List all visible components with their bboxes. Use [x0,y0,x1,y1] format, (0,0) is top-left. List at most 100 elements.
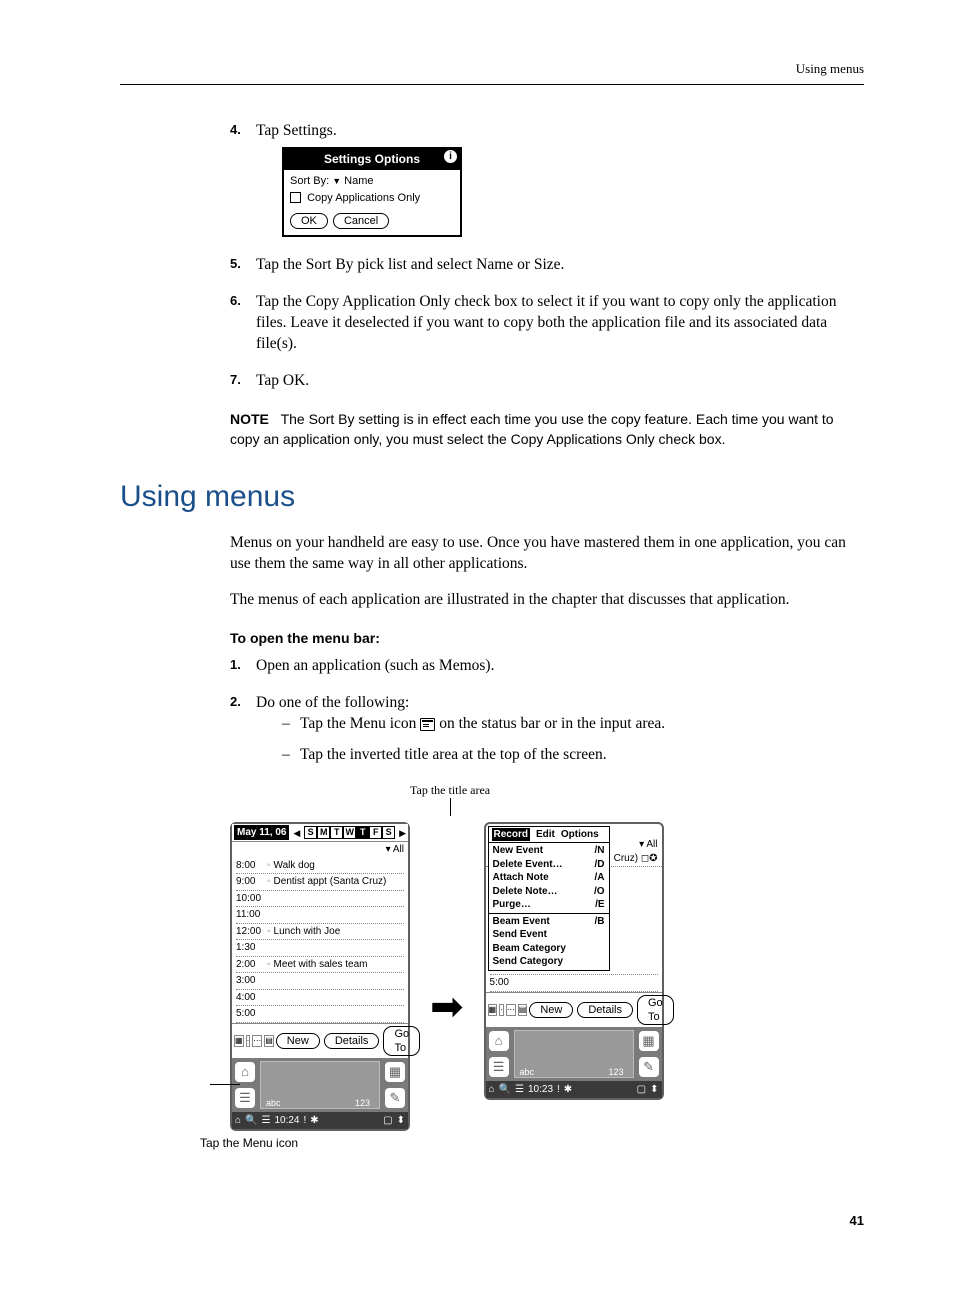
menu-tabs: Record Edit Options [489,827,609,844]
weekday-cell[interactable]: T [356,826,369,839]
agenda-row[interactable]: 2:00◦Meet with sales team [236,957,404,974]
view-icon[interactable]: ⋯ [252,1035,262,1047]
weekday-cell[interactable]: S [304,826,317,839]
find-icon[interactable]: ✎ [385,1088,405,1108]
menu-tab[interactable]: Record [492,828,530,842]
123-label: 123 [608,1066,623,1078]
status-fullscreen-icon[interactable]: ⬍ [650,1083,658,1097]
goto-button[interactable]: Go To [383,1026,420,1056]
nav-right-icon[interactable]: ▶ [399,827,406,839]
weekday-cell[interactable]: T [330,826,343,839]
nav-left-icon[interactable]: ◀ [293,827,300,839]
note-block: NOTE The Sort By setting is in effect ea… [230,410,864,449]
graffiti-area[interactable]: ⌂ ☰ ▦ ✎ abc 123 [486,1027,662,1081]
menu-item[interactable]: Attach Note/A [489,871,609,885]
callout-line [450,798,451,816]
weekday-cell[interactable]: S [382,826,395,839]
view-icon[interactable]: ▤ [264,1035,274,1047]
agenda-row[interactable]: 8:00◦Walk dog [236,858,404,875]
info-icon[interactable]: i [444,150,457,163]
intro-paragraph-2: The menus of each application are illust… [230,590,864,611]
agenda-row[interactable]: 10:00 [236,891,404,908]
sort-by-row: Sort By: ▼ Name [290,174,454,189]
filter-all[interactable]: ▾ All [232,842,408,858]
abc-label: abc [520,1066,535,1078]
bullet-icon: ◦ [267,925,271,939]
details-button[interactable]: Details [577,1002,633,1018]
agenda-row[interactable]: 12:00◦Lunch with Joe [236,924,404,941]
calc-icon[interactable]: ▦ [639,1031,659,1051]
date-label[interactable]: May 11, 06 [234,825,289,841]
week-days[interactable]: SMTWTFS [304,826,395,839]
view-icon[interactable]: ▦ [488,1004,498,1016]
menu-item[interactable]: Send Category [489,955,609,969]
view-icon[interactable]: ▦ [234,1035,244,1047]
menu-tab[interactable]: Options [561,828,599,842]
menu-item[interactable]: Purge…/E [489,898,609,912]
status-bt-icon[interactable]: ✱ [310,1114,318,1128]
agenda-row[interactable]: 1:30 [236,940,404,957]
menu-tab[interactable]: Edit [536,828,555,842]
status-home-icon[interactable]: ⌂ [235,1114,241,1128]
agenda-row[interactable]: 11:00 [236,907,404,924]
ok-button[interactable]: OK [290,213,328,229]
checkbox-icon[interactable] [290,192,301,203]
dash-text-a: Tap the Menu icon [300,715,420,732]
status-screen-icon[interactable]: ▢ [383,1114,392,1128]
agenda-row[interactable]: 5:00 [490,975,658,992]
agenda-list: 8:00◦Walk dog9:00◦Dentist appt (Santa Cr… [232,858,408,1023]
cancel-button[interactable]: Cancel [333,213,389,229]
home-icon[interactable]: ⌂ [235,1062,255,1082]
menu-softkey-icon[interactable]: ☰ [489,1057,509,1077]
status-find-icon[interactable]: 🔍 [499,1083,511,1097]
callout-line-menu [210,1084,240,1085]
agenda-row[interactable]: 3:00 [236,973,404,990]
agenda-text: Walk dog [274,859,315,873]
bullet-icon: ◦ [267,859,271,873]
step-text: Open an application (such as Memos). [256,657,494,674]
view-buttons-row: ▦ · ⋯ ▤ New Details Go To [232,1023,408,1058]
status-menu-icon[interactable]: ☰ [515,1083,524,1097]
menu-item[interactable]: Send Event [489,928,609,942]
settings-titlebar: Settings Options i [284,149,460,169]
calc-icon[interactable]: ▦ [385,1062,405,1082]
new-button[interactable]: New [529,1002,573,1018]
status-fullscreen-icon[interactable]: ⬍ [397,1114,405,1128]
weekday-cell[interactable]: M [317,826,330,839]
weekday-cell[interactable]: W [343,826,356,839]
details-button[interactable]: Details [324,1033,380,1049]
menu-step-2: 2. Do one of the following: Tap the Menu… [230,693,864,766]
status-screen-icon[interactable]: ▢ [637,1083,646,1097]
view-icon[interactable]: · [246,1035,251,1047]
view-icon[interactable]: · [499,1004,504,1016]
view-icon[interactable]: ⋯ [506,1004,516,1016]
new-button[interactable]: New [276,1033,320,1049]
view-buttons-row: ▦ · ⋯ ▤ New Details Go To [486,992,662,1027]
menu-item[interactable]: Delete Note…/O [489,885,609,899]
menu-item[interactable]: Beam Category [489,942,609,956]
sort-by-value[interactable]: Name [344,175,373,187]
goto-button[interactable]: Go To [637,995,674,1025]
status-bt-icon[interactable]: ✱ [564,1083,572,1097]
status-alert-icon[interactable]: ! [557,1083,560,1097]
find-icon[interactable]: ✎ [639,1057,659,1077]
menu-item[interactable]: Delete Event…/D [489,858,609,872]
agenda-row[interactable]: 9:00◦Dentist appt (Santa Cruz) [236,874,404,891]
status-alert-icon[interactable]: ! [304,1114,307,1128]
home-icon[interactable]: ⌂ [489,1031,509,1051]
page-number: 41 [120,1212,864,1230]
status-home-icon[interactable]: ⌂ [489,1083,495,1097]
menu-softkey-icon[interactable]: ☰ [235,1088,255,1108]
status-menu-icon[interactable]: ☰ [262,1114,271,1128]
agenda-time: 5:00 [236,1007,264,1021]
status-find-icon[interactable]: 🔍 [245,1114,257,1128]
menu-item[interactable]: New Event/N [489,844,609,858]
graffiti-area[interactable]: ⌂ ☰ ▦ ✎ abc 123 [232,1058,408,1112]
bullet-icon: ◦ [267,958,271,972]
weekday-cell[interactable]: F [369,826,382,839]
menu-item[interactable]: Beam Event/B [489,915,609,929]
agenda-row[interactable]: 4:00 [236,990,404,1007]
agenda-row[interactable]: 5:00 [236,1006,404,1023]
view-icon[interactable]: ▤ [518,1004,528,1016]
dropdown-icon[interactable]: ▼ [332,176,341,186]
